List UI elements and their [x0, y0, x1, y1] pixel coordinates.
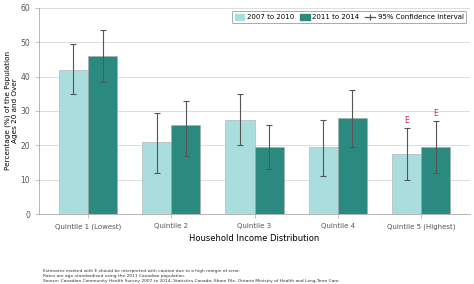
Bar: [392, 154, 421, 214]
Bar: [225, 120, 255, 214]
Text: Estimates marked with E should be interpreted with caution due to a high margin : Estimates marked with E should be interp…: [43, 270, 340, 283]
Bar: [255, 147, 283, 214]
Bar: [142, 142, 171, 214]
Legend: 2007 to 2010, 2011 to 2014, 95% Confidence Interval: 2007 to 2010, 2011 to 2014, 95% Confiden…: [232, 11, 466, 23]
X-axis label: Household Income Distribution: Household Income Distribution: [190, 234, 319, 243]
Bar: [338, 118, 367, 214]
Bar: [59, 70, 88, 214]
Text: E: E: [433, 109, 438, 118]
Text: E: E: [404, 116, 409, 125]
Bar: [309, 147, 338, 214]
Bar: [88, 56, 117, 214]
Bar: [171, 125, 201, 214]
Y-axis label: Percentage (%) of the Population
Ages 20 and Over: Percentage (%) of the Population Ages 20…: [4, 51, 18, 170]
Bar: [421, 147, 450, 214]
